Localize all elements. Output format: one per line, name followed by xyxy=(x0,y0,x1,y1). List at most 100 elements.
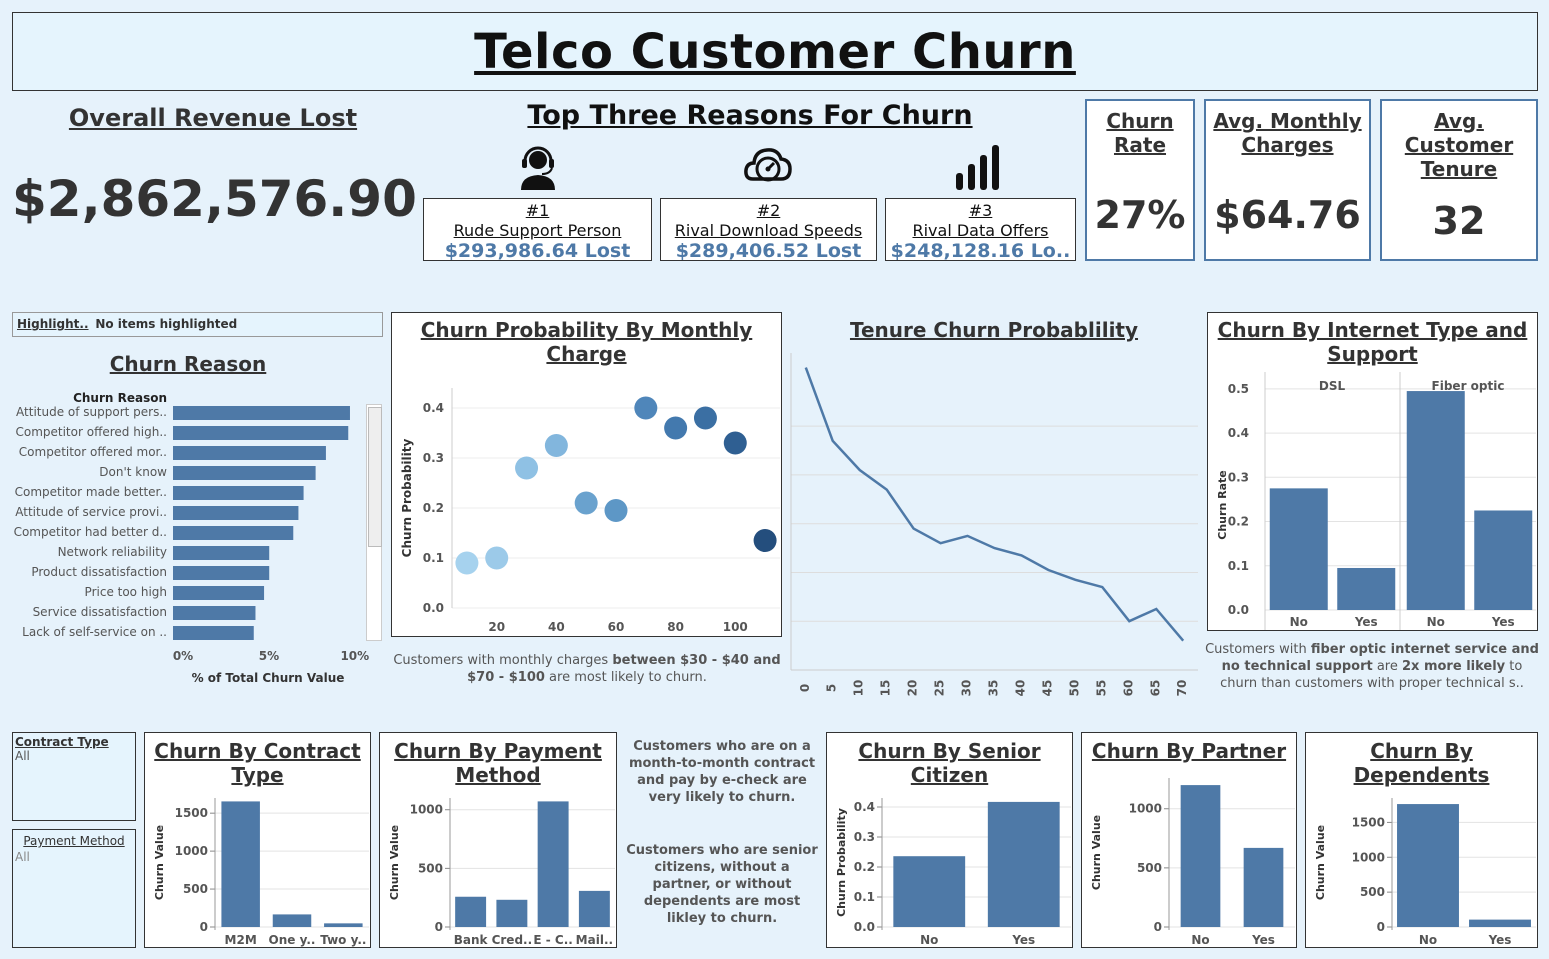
kpi-avg-customer-tenure: Avg. Customer Tenure 32 xyxy=(1380,99,1538,261)
kpi-value: $64.76 xyxy=(1214,193,1361,237)
tick-label: 80 xyxy=(667,620,684,634)
monthly-charge-chart: 0.0 0.1 0.2 0.3 0.4 20 40 60 80 100 Churn Probabil… xyxy=(400,388,780,634)
bar xyxy=(324,923,363,927)
category-label: Price too high xyxy=(85,585,167,599)
category-label: Competitor offered mor.. xyxy=(19,445,167,459)
bar xyxy=(1180,785,1221,927)
bar xyxy=(173,626,254,640)
tick-label: 0 xyxy=(435,920,443,934)
tick-label: 0 xyxy=(1377,920,1385,934)
dependents-title: Churn By Dependents xyxy=(1353,739,1490,787)
bar xyxy=(893,856,966,927)
tick-label: 1000 xyxy=(410,803,443,817)
partner-chart: 0 500 1000 Churn Value No Yes xyxy=(1090,778,1295,947)
monthly-charge-panel xyxy=(391,312,782,637)
tick-label: 10 xyxy=(852,680,866,697)
bar xyxy=(173,566,270,580)
tick-label: 500 xyxy=(183,882,208,896)
highlight-label: Highlight.. xyxy=(17,317,89,331)
tick-label: 500 xyxy=(1360,885,1385,899)
support-agent-icon xyxy=(517,145,559,190)
bar xyxy=(173,606,256,620)
category-label: No xyxy=(1191,933,1209,947)
axis-label: Churn Value xyxy=(1090,815,1103,890)
contract-title: Churn By Contract Type xyxy=(154,739,361,787)
tick-label: 0.0 xyxy=(1228,603,1249,617)
data-point xyxy=(604,499,628,522)
bar xyxy=(173,506,299,520)
tick-label: 100 xyxy=(723,620,748,634)
data-point xyxy=(574,491,598,515)
contract-filter-value[interactable]: All xyxy=(15,749,30,763)
top-reasons-title: Top Three Reasons For Churn xyxy=(527,100,973,131)
axis-label: Churn Value xyxy=(388,825,401,900)
axis-label: Churn Probability xyxy=(835,808,848,917)
reason-card-1: #1 Rude Support Person $293,986.64 Lost xyxy=(423,198,652,261)
category-label: Mail.. xyxy=(576,933,613,947)
payment-title: Churn By Payment Method xyxy=(394,739,602,787)
bar xyxy=(221,801,260,927)
bar xyxy=(537,801,569,927)
tick-label: 0.3 xyxy=(854,830,875,844)
highlight-value: No items highlighted xyxy=(95,317,238,331)
data-point xyxy=(544,434,568,457)
insight-contract-payment: Customers who are on a month-to-month co… xyxy=(628,739,816,805)
tick-label: 1500 xyxy=(1352,815,1385,829)
internet-title: Churn By Internet Type and Support xyxy=(1217,318,1528,366)
category-label: Competitor had better d.. xyxy=(14,525,167,539)
category-label: M2M xyxy=(225,933,257,947)
tick-label: 50 xyxy=(1067,680,1081,697)
category-label: No xyxy=(1427,615,1445,629)
internet-note: Customers with fiber optic internet serv… xyxy=(1205,642,1539,691)
monthly-charge-note: Customers with monthly charges between $… xyxy=(393,653,781,685)
data-point xyxy=(753,529,777,552)
highlight-control[interactable]: Highlight.. No items highlighted xyxy=(12,312,383,337)
axis-label: Churn Value xyxy=(1314,825,1327,900)
dashboard-title-bar: Telco Customer Churn xyxy=(12,12,1538,91)
tick-label: 1000 xyxy=(175,844,208,858)
tick-label: 0.4 xyxy=(1228,426,1249,440)
kpi-churn-rate: Churn Rate 27% xyxy=(1085,99,1195,261)
contract-type-filter[interactable]: Contract Type All xyxy=(12,732,136,821)
churn-reason-scrollbar[interactable] xyxy=(366,404,382,641)
axis-label: % of Total Churn Value xyxy=(192,671,345,685)
tick-label: 1000 xyxy=(1129,802,1162,816)
payment-method-filter[interactable]: Payment Method All xyxy=(12,829,136,948)
signal-bars-icon xyxy=(954,143,1006,191)
category-label: Attitude of support pers.. xyxy=(16,405,167,419)
partner-title: Churn By Partner xyxy=(1091,739,1287,763)
category-label: Competitor made better.. xyxy=(15,485,167,499)
tenure-chart: 0 5 10 15 20 25 30 35 40 45 50 55 60 65 70 xyxy=(790,353,1198,697)
category-label: No xyxy=(920,933,938,947)
axis-label: Churn Rate xyxy=(1216,470,1229,539)
senior-chart: 0.0 0.1 0.2 0.3 0.4 Churn Probability No Yes xyxy=(835,798,1071,947)
reason-label: Rival Data Offers xyxy=(912,221,1049,240)
bar xyxy=(1337,567,1396,610)
category-label: Product dissatisfaction xyxy=(31,565,167,579)
tick-label: 40 xyxy=(548,620,565,634)
bar xyxy=(173,426,349,440)
churn-reason-title: Churn Reason xyxy=(109,352,267,376)
contract-filter-label: Contract Type xyxy=(15,735,109,749)
payment-chart: 0 500 1000 Churn Value Bank Cred.. E - C.. Mail… xyxy=(388,798,615,947)
category-label: Yes xyxy=(1488,933,1512,947)
tick-label: 500 xyxy=(1137,861,1162,875)
payment-filter-value[interactable]: All xyxy=(15,850,30,864)
reason-rank: #3 xyxy=(968,201,993,220)
series-line xyxy=(804,367,1185,642)
dependents-chart: 0 500 1000 1500 Churn Value No Yes xyxy=(1314,798,1536,947)
category-label: One y.. xyxy=(269,933,316,947)
tick-label: 0.4 xyxy=(423,401,444,415)
tick-label: 15 xyxy=(879,680,893,697)
tick-label: 0.3 xyxy=(423,451,444,465)
group-label: Fiber optic xyxy=(1432,379,1505,393)
category-label: Service dissatisfaction xyxy=(33,605,167,619)
bar xyxy=(1269,488,1328,610)
tick-label: 0.2 xyxy=(1228,515,1249,529)
bar xyxy=(173,586,265,600)
bar xyxy=(496,899,528,927)
data-point xyxy=(634,396,658,420)
scrollbar-thumb[interactable] xyxy=(368,407,382,547)
tick-label: 45 xyxy=(1040,680,1054,697)
axis-header: Churn Reason xyxy=(73,391,167,405)
